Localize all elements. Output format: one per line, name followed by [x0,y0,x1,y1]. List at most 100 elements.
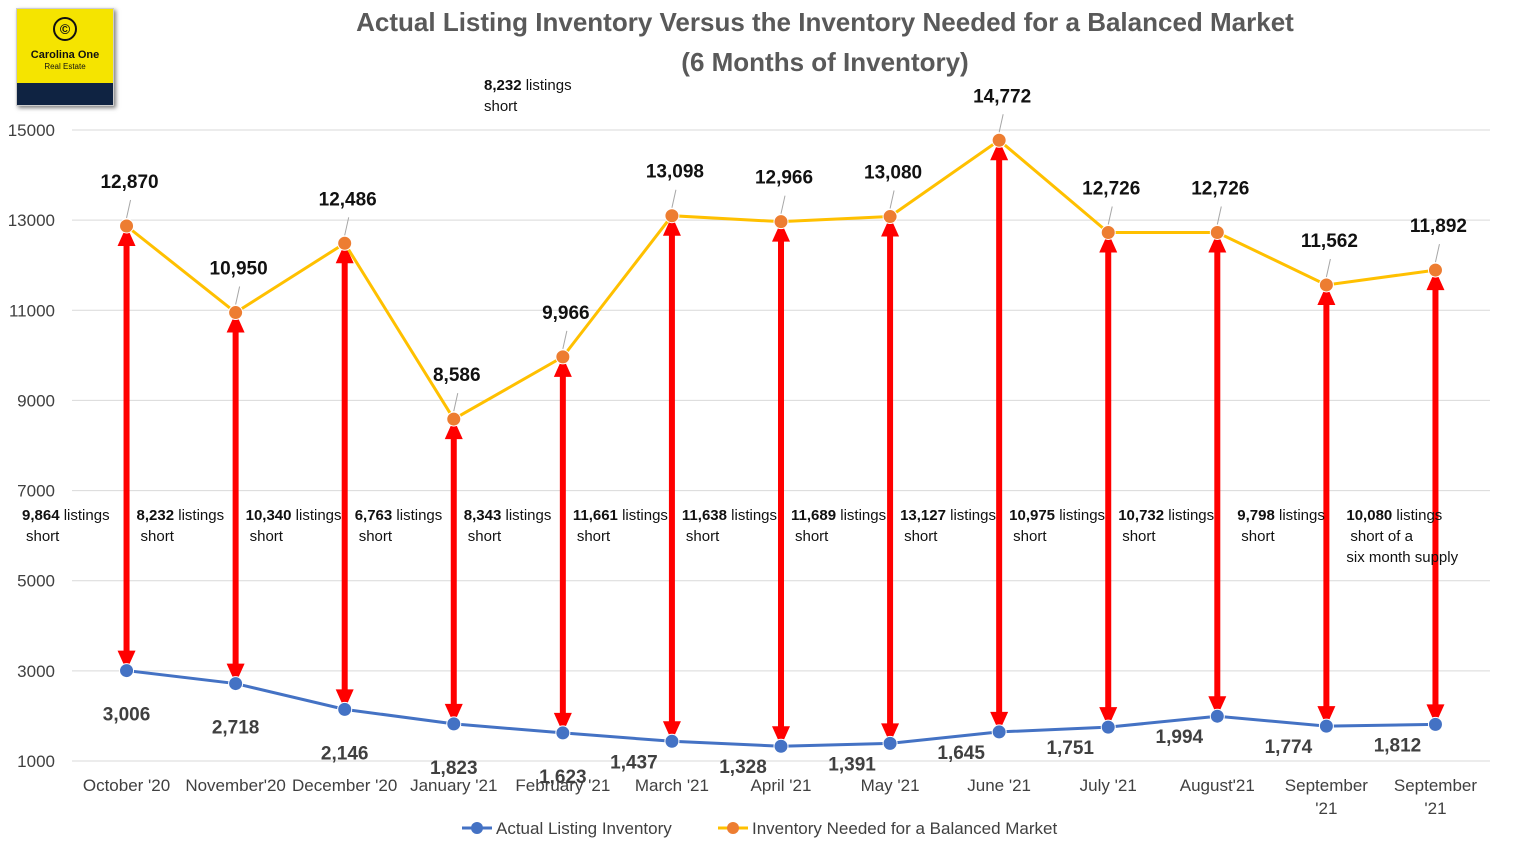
actual-data-label: 1,823 [430,758,478,779]
shortage-arrow [1099,232,1118,728]
floating-note-unit: listings [522,77,572,94]
arrow-head-up [1426,270,1445,291]
arrow-head-down [553,712,572,733]
annotation-line2: short [359,528,393,545]
y-tick-label: 9000 [17,391,55,410]
leader-line [1107,206,1113,225]
annotation-count: 11,638 [682,507,727,524]
arrow-head-up [335,243,354,264]
floating-note-line2: short [484,98,518,115]
arrow-head-up [117,226,136,247]
x-tick-label: July '21 [1080,776,1137,795]
needed-data-label: 12,966 [755,168,813,189]
shortage-annotation: 6,763 listings short [355,507,443,545]
annotation-unit: listings [727,507,777,524]
needed-data-label: 12,486 [319,189,377,210]
x-tick-label: September [1394,776,1477,795]
annotation-line1: 8,343 listings [464,507,552,524]
annotation-line1: 10,080 listings [1346,507,1442,524]
annotation-count: 10,732 [1118,507,1164,524]
arrow-head-up [226,312,245,333]
logo-bar [17,83,113,105]
shortage-arrow [1208,232,1227,717]
actual-data-label: 1,812 [1374,735,1422,756]
annotation-count: 6,763 [355,507,393,524]
shortage-annotation: 10,340 listings short [246,507,342,545]
actual-data-label: 3,006 [103,705,151,726]
actual-point [1209,708,1225,724]
annotation-line2: short [1241,528,1275,545]
annotation-unit: listings [1055,507,1105,524]
actual-data-label: 1,391 [828,754,876,775]
annotation-line2: short [1013,528,1047,545]
actual-point [664,733,680,749]
needed-point [1318,277,1334,293]
leader-line [1325,258,1331,278]
shortage-annotation: 10,732 listings short [1118,507,1214,545]
shortage-annotation: 9,798 listings short [1237,507,1325,545]
annotation-unit: listings [292,507,342,524]
needed-point [337,235,353,251]
annotation-count: 11,661 [573,507,618,524]
x-tick-label: '21 [1424,799,1446,818]
shortage-arrow [117,226,136,671]
leader-line [1216,206,1222,225]
annotation-unit: listings [60,507,110,524]
logo-name: Carolina One [30,49,100,61]
legend-label: Inventory Needed for a Balanced Market [752,819,1058,838]
arrow-head-up [444,419,463,440]
arrow-head-down [117,650,136,671]
x-tick-label: October '20 [83,776,170,795]
x-tick-label: November'20 [185,776,286,795]
arrow-head-down [1099,707,1118,728]
annotation-unit: listings [1164,507,1214,524]
actual-point [1100,719,1116,735]
y-tick-label: 13000 [8,211,55,230]
actual-point [882,735,898,751]
arrow-head-down [881,723,900,744]
x-tick-label: January '21 [410,776,497,795]
shortage-arrow [1317,284,1336,727]
needed-data-label: 12,870 [100,172,158,193]
shortage-arrow [1426,270,1445,725]
x-tick-label: June '21 [967,776,1031,795]
actual-data-label: 2,146 [321,743,369,764]
actual-point [1427,716,1443,732]
annotation-line2: short of a [1350,528,1413,545]
arrow-head-down [990,711,1009,732]
annotation-line2: short [904,528,938,545]
needed-point [664,208,680,224]
actual-data-label: 1,623 [539,767,587,788]
annotation-line1: 10,340 listings [246,507,342,524]
needed-data-label: 11,892 [1410,216,1467,237]
leader-line [126,199,132,219]
x-tick-label: August'21 [1180,776,1255,795]
annotation-line2: short [468,528,502,545]
needed-data-label: 12,726 [1082,178,1140,199]
annotation-unit: listings [501,507,551,524]
actual-point [446,716,462,732]
arrow-head-up [662,215,681,236]
shortage-arrow [553,356,572,733]
arrow-head-down [1317,706,1336,727]
annotation-count: 10,340 [246,507,292,524]
leader-line [344,217,350,236]
leader-line [235,286,241,305]
annotation-unit: listings [1392,507,1442,524]
annotation-line1: 9,798 listings [1237,507,1325,524]
annotation-count: 9,864 [22,507,60,524]
annotation-line2: short [686,528,720,545]
needed-point [1427,262,1443,278]
actual-point [228,676,244,692]
floating-note-line1: 8,232 listings [484,77,572,94]
annotation-line1: 10,732 listings [1118,507,1214,524]
shortage-arrow [881,216,900,744]
annotation-unit: listings [1275,507,1325,524]
needed-point [555,349,571,365]
annotation-line1: 11,689 listings [791,507,886,524]
y-tick-label: 15000 [8,121,55,140]
leader-line [1434,243,1440,263]
annotation-line1: 13,127 listings [900,507,996,524]
